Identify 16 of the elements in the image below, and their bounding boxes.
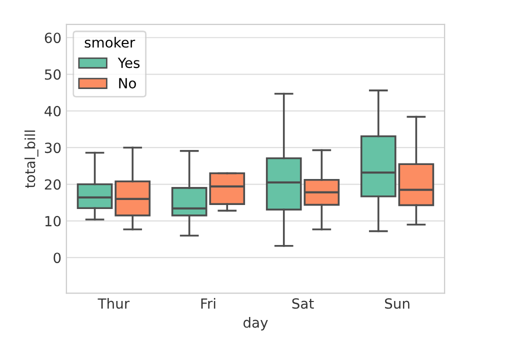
x-tick-label: Sat — [292, 298, 314, 309]
y-axis-title: total_bill — [24, 130, 38, 188]
y-tick-label: 40 — [44, 106, 61, 116]
x-axis-title: day — [243, 317, 268, 330]
x-tick-label: Sun — [385, 298, 410, 309]
y-tick-label: 20 — [44, 179, 61, 190]
y-tick-label: 60 — [44, 32, 61, 44]
x-tick-label: Fri — [201, 298, 216, 309]
legend-label: No — [119, 78, 136, 88]
y-tick-label: 30 — [44, 142, 61, 154]
y-tick-label: 50 — [44, 69, 61, 80]
legend-title: smoker — [84, 36, 136, 48]
y-tick-label: 0 — [54, 252, 61, 264]
y-tick-label: 10 — [45, 216, 61, 226]
x-tick-label: Thur — [98, 298, 130, 309]
legend-label: Yes — [118, 58, 140, 68]
